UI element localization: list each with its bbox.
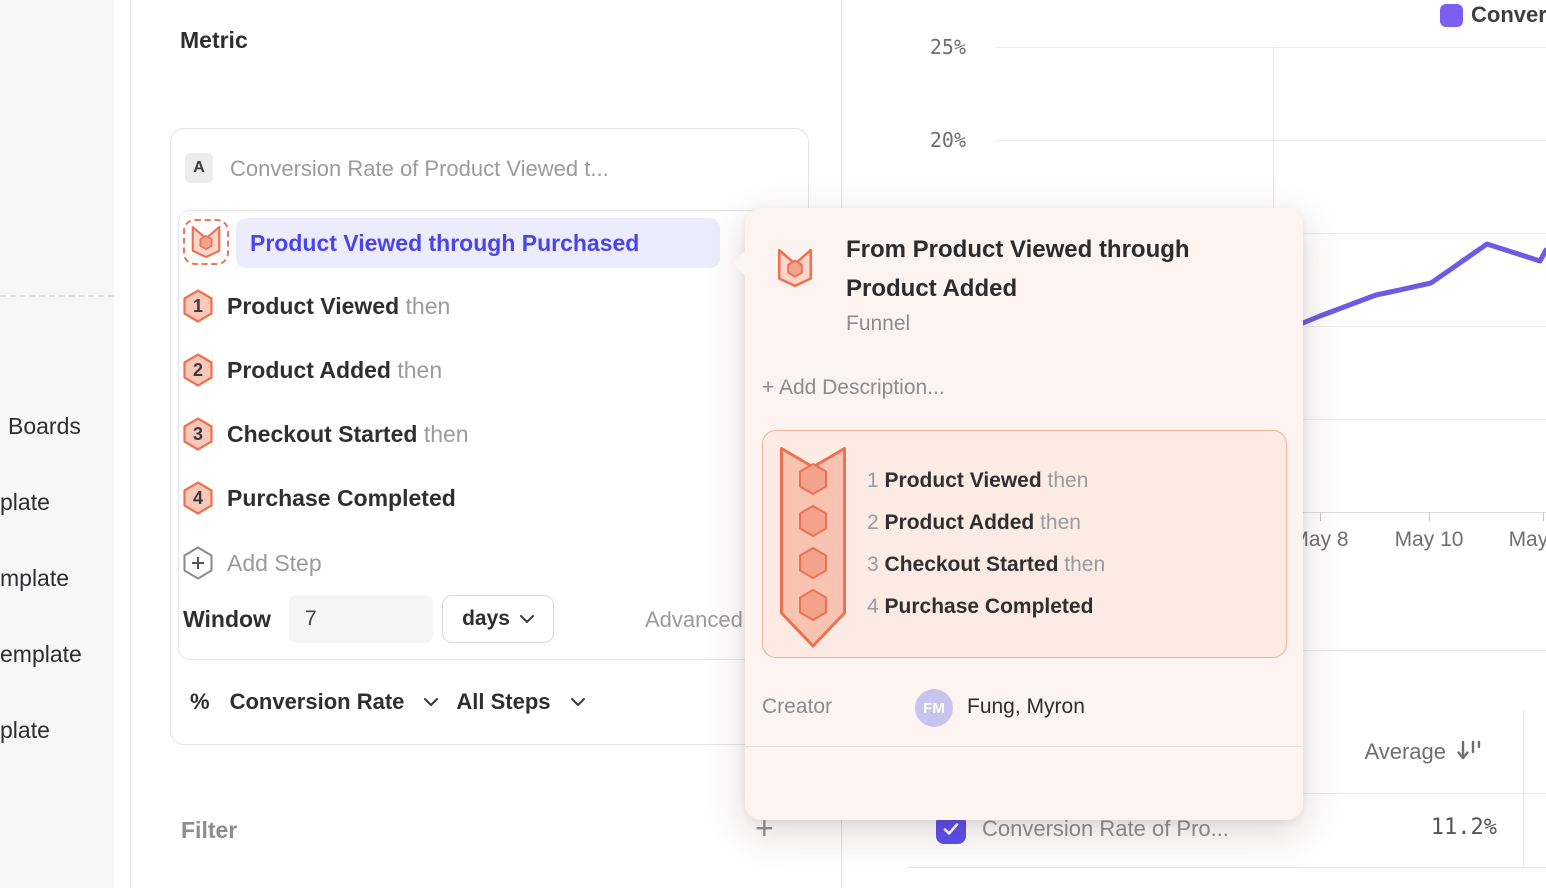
measure-row: % Conversion Rate All Steps <box>190 686 585 718</box>
check-icon <box>943 822 959 836</box>
legend-swatch <box>1440 3 1463 27</box>
funnel-icon <box>191 225 221 259</box>
gridline <box>996 47 1546 48</box>
measure-dropdown[interactable]: Conversion Rate <box>229 689 405 714</box>
filter-heading: Filter <box>181 817 238 843</box>
popover-step: 3 Checkout Started then <box>867 553 1106 576</box>
popover-step: 4 Purchase Completed <box>867 595 1094 618</box>
window-value-input[interactable] <box>289 595 433 643</box>
sidebar-item-boards[interactable]: Boards <box>8 413 81 439</box>
add-description-button[interactable]: + Add Description... <box>762 376 945 399</box>
table-row-value: 11.2% <box>1430 815 1497 840</box>
x-tick <box>1320 512 1321 521</box>
advanced-button[interactable]: Advanced <box>645 607 743 632</box>
add-step-label: Add Step <box>227 549 322 576</box>
window-label: Window <box>183 606 271 632</box>
funnel-step-row[interactable]: 1 Product Viewed then <box>183 289 450 323</box>
add-step-button[interactable]: Add Step <box>183 546 322 580</box>
step-badge-icon: 3 <box>183 417 213 451</box>
sidebar <box>0 0 114 888</box>
steps-scope-dropdown[interactable]: All Steps <box>456 689 551 714</box>
series-title[interactable]: Conversion Rate of Product Viewed t... <box>230 156 609 181</box>
sidebar-border <box>130 0 131 888</box>
step-name: Checkout Started <box>227 420 418 447</box>
popover-step: 1 Product Viewed then <box>867 469 1089 492</box>
window-unit-select[interactable]: days <box>442 595 554 643</box>
average-column-header[interactable]: Average <box>1364 739 1446 764</box>
table-row-label[interactable]: Conversion Rate of Pro... <box>982 816 1230 841</box>
step-name: Product Viewed <box>227 292 400 319</box>
metric-heading: Metric <box>180 27 248 53</box>
funnel-banner-icon <box>779 446 847 650</box>
sidebar-item-template-1[interactable]: plate <box>0 489 50 515</box>
chevron-down-icon[interactable] <box>570 693 585 711</box>
percent-icon: % <box>190 689 210 714</box>
step-badge-icon: 1 <box>183 289 213 323</box>
funnel-icon <box>777 248 813 288</box>
chevron-down-icon[interactable] <box>424 693 439 711</box>
x-tick-label: May 10 <box>1394 528 1464 551</box>
funnel-details-popover: From Product Viewed through Product Adde… <box>732 208 1303 820</box>
sidebar-divider <box>0 295 114 297</box>
step-name: Product Added <box>227 356 391 383</box>
sidebar-item-template-2[interactable]: mplate <box>0 565 70 591</box>
y-tick-label: 25% <box>929 35 966 59</box>
funnel-summary-box: 1 Product Viewed then 2 Product Added th… <box>762 430 1287 658</box>
sort-descending-icon[interactable] <box>1456 738 1482 771</box>
funnel-step-row[interactable]: 4 Purchase Completed <box>183 481 456 515</box>
selected-funnel-row[interactable]: Product Viewed through Purchased <box>236 218 720 268</box>
sidebar-item-template-3[interactable]: emplate <box>0 641 82 667</box>
step-suffix: then <box>397 356 443 383</box>
window-unit-value: days <box>462 607 510 630</box>
step-badge-icon: 2 <box>183 353 213 387</box>
funnel-step-row[interactable]: 2 Product Added then <box>183 353 442 387</box>
x-tick <box>1429 512 1430 521</box>
avatar: FM <box>915 689 953 727</box>
table-column-divider <box>1523 710 1524 867</box>
popover-step: 2 Product Added then <box>867 511 1081 534</box>
popover-footer-divider <box>745 746 1303 747</box>
step-suffix: then <box>405 292 451 319</box>
x-tick-label: May 8 <box>1291 528 1349 551</box>
chevron-down-icon <box>519 610 534 628</box>
series-badge: A <box>185 153 213 183</box>
popover-type: Funnel <box>846 312 911 335</box>
step-suffix: then <box>423 420 469 447</box>
creator-label: Creator <box>762 695 833 718</box>
legend[interactable]: Conversion Rate of Pro... <box>1440 2 1546 28</box>
gridline <box>996 140 1546 141</box>
x-tick-label: May 12 <box>1508 528 1546 551</box>
sidebar-item-template-4[interactable]: plate <box>0 717 50 743</box>
step-badge-icon: 4 <box>183 481 213 515</box>
y-tick-label: 20% <box>929 128 966 152</box>
selected-funnel-icon[interactable] <box>183 219 229 265</box>
creator-name: Fung, Myron <box>967 695 1085 718</box>
funnel-step-row[interactable]: 3 Checkout Started then <box>183 417 469 451</box>
legend-label: Conversion Rate of Pro... <box>1471 2 1546 27</box>
funnel-builder-card <box>178 210 797 660</box>
add-step-hex-icon <box>183 546 213 580</box>
table-row-divider <box>908 867 1546 868</box>
x-tick <box>1543 512 1544 521</box>
line-series <box>1300 241 1546 326</box>
step-name: Purchase Completed <box>227 484 456 511</box>
popover-title: From Product Viewed through Product Adde… <box>846 236 1190 302</box>
selected-funnel-label: Product Viewed through Purchased <box>250 229 640 256</box>
